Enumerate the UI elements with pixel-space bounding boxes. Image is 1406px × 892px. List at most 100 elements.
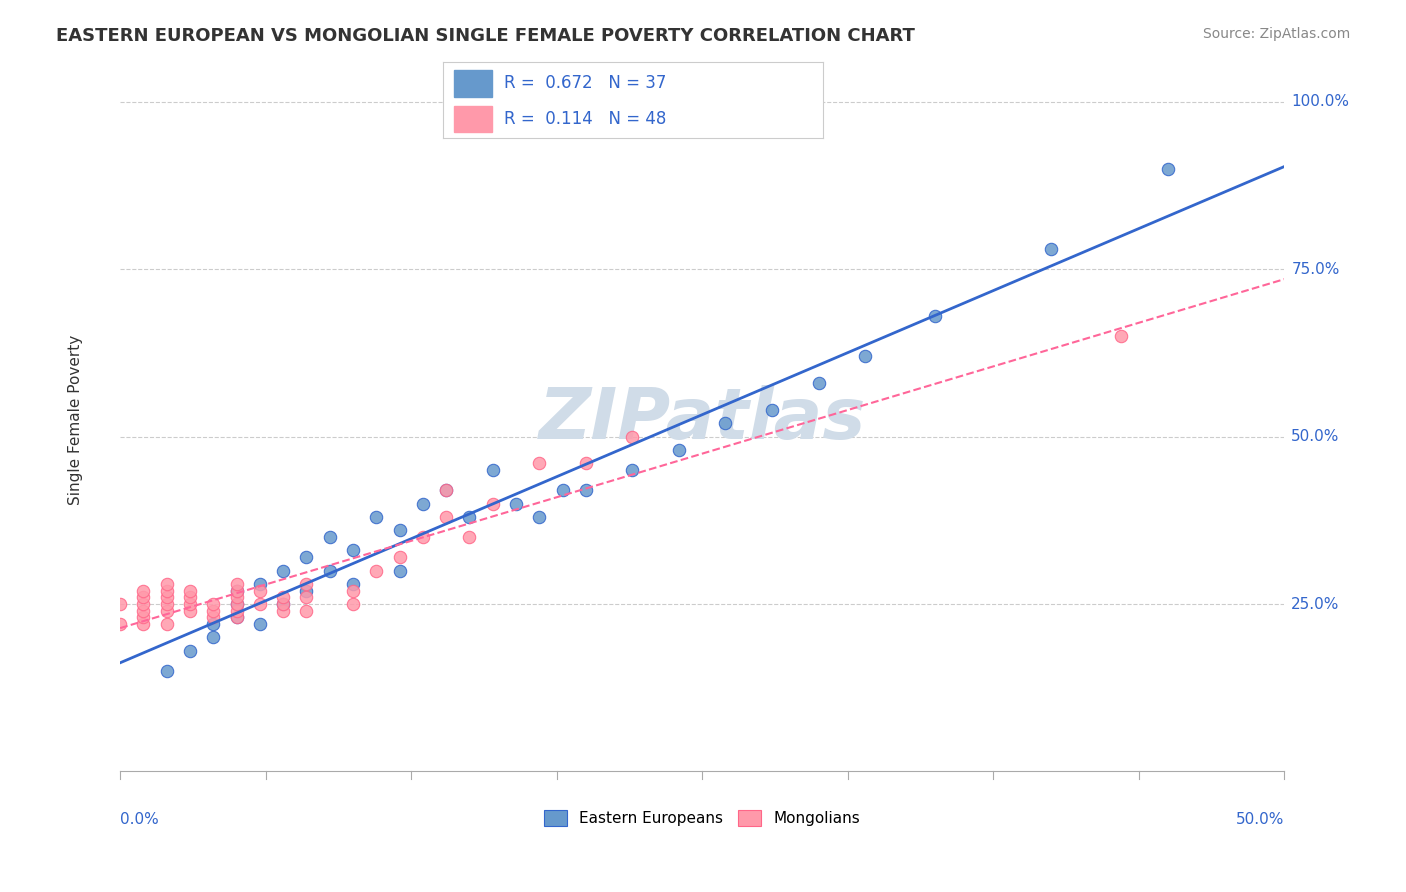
Point: [529, 457, 551, 471]
Text: 75.0%: 75.0%: [1291, 262, 1340, 277]
Text: Single Female Poverty: Single Female Poverty: [69, 334, 83, 505]
Point: [434, 483, 457, 498]
Point: [156, 577, 179, 591]
Point: [668, 443, 690, 458]
Point: [249, 597, 271, 611]
Point: [481, 463, 503, 477]
Point: [108, 617, 131, 632]
Point: [295, 583, 318, 598]
Point: [271, 591, 294, 605]
Point: [202, 597, 225, 611]
Point: [342, 543, 364, 558]
Point: [249, 577, 271, 591]
Point: [271, 597, 294, 611]
Point: [295, 577, 318, 591]
Point: [132, 604, 155, 618]
Point: [458, 530, 481, 544]
Text: 25.0%: 25.0%: [1291, 597, 1340, 612]
Text: Source: ZipAtlas.com: Source: ZipAtlas.com: [1202, 27, 1350, 41]
Point: [271, 604, 294, 618]
Point: [318, 530, 340, 544]
Bar: [454, 70, 492, 96]
Point: [156, 664, 179, 678]
Point: [412, 497, 434, 511]
Point: [156, 617, 179, 632]
Bar: [454, 105, 492, 132]
Point: [225, 577, 247, 591]
Text: ZIPatlas: ZIPatlas: [538, 385, 866, 454]
Point: [434, 483, 457, 498]
Point: [388, 524, 411, 538]
Text: R =  0.672   N = 37: R = 0.672 N = 37: [503, 74, 666, 92]
Point: [108, 597, 131, 611]
Point: [924, 309, 946, 323]
Point: [271, 597, 294, 611]
Point: [366, 510, 388, 524]
Point: [714, 417, 737, 431]
Point: [225, 610, 247, 624]
Point: [458, 510, 481, 524]
Point: [156, 597, 179, 611]
Point: [132, 591, 155, 605]
Point: [853, 349, 876, 363]
Point: [1157, 161, 1180, 176]
Point: [318, 564, 340, 578]
Point: [156, 604, 179, 618]
Point: [621, 463, 644, 477]
Point: [225, 591, 247, 605]
Point: [179, 597, 201, 611]
Point: [575, 457, 598, 471]
Point: [179, 583, 201, 598]
Point: [575, 483, 598, 498]
Point: [202, 604, 225, 618]
Point: [249, 617, 271, 632]
Point: [225, 583, 247, 598]
Point: [156, 583, 179, 598]
Point: [132, 610, 155, 624]
Point: [202, 631, 225, 645]
Point: [202, 617, 225, 632]
Point: [342, 577, 364, 591]
Text: 0.0%: 0.0%: [120, 812, 159, 827]
Point: [132, 583, 155, 598]
Point: [366, 564, 388, 578]
Point: [342, 583, 364, 598]
Point: [271, 564, 294, 578]
Text: 50.0%: 50.0%: [1236, 812, 1284, 827]
Point: [202, 610, 225, 624]
Point: [225, 597, 247, 611]
Point: [249, 583, 271, 598]
Point: [481, 497, 503, 511]
Legend: Eastern Europeans, Mongolians: Eastern Europeans, Mongolians: [537, 803, 868, 834]
Text: R =  0.114   N = 48: R = 0.114 N = 48: [503, 110, 666, 128]
Point: [132, 597, 155, 611]
Point: [342, 597, 364, 611]
Point: [529, 510, 551, 524]
Point: [179, 591, 201, 605]
Point: [225, 610, 247, 624]
Point: [1111, 329, 1133, 343]
Point: [132, 617, 155, 632]
Point: [295, 604, 318, 618]
Point: [179, 644, 201, 658]
Text: 50.0%: 50.0%: [1291, 429, 1340, 444]
Point: [761, 403, 783, 417]
Text: 100.0%: 100.0%: [1291, 95, 1350, 110]
Point: [1040, 242, 1063, 256]
Point: [295, 550, 318, 565]
Point: [156, 591, 179, 605]
Point: [295, 591, 318, 605]
Point: [621, 430, 644, 444]
Point: [225, 583, 247, 598]
Point: [388, 550, 411, 565]
Point: [412, 530, 434, 544]
Point: [807, 376, 830, 391]
Point: [179, 604, 201, 618]
Point: [505, 497, 527, 511]
Text: EASTERN EUROPEAN VS MONGOLIAN SINGLE FEMALE POVERTY CORRELATION CHART: EASTERN EUROPEAN VS MONGOLIAN SINGLE FEM…: [56, 27, 915, 45]
Point: [225, 604, 247, 618]
Point: [551, 483, 574, 498]
Point: [388, 564, 411, 578]
Point: [434, 510, 457, 524]
Point: [225, 597, 247, 611]
